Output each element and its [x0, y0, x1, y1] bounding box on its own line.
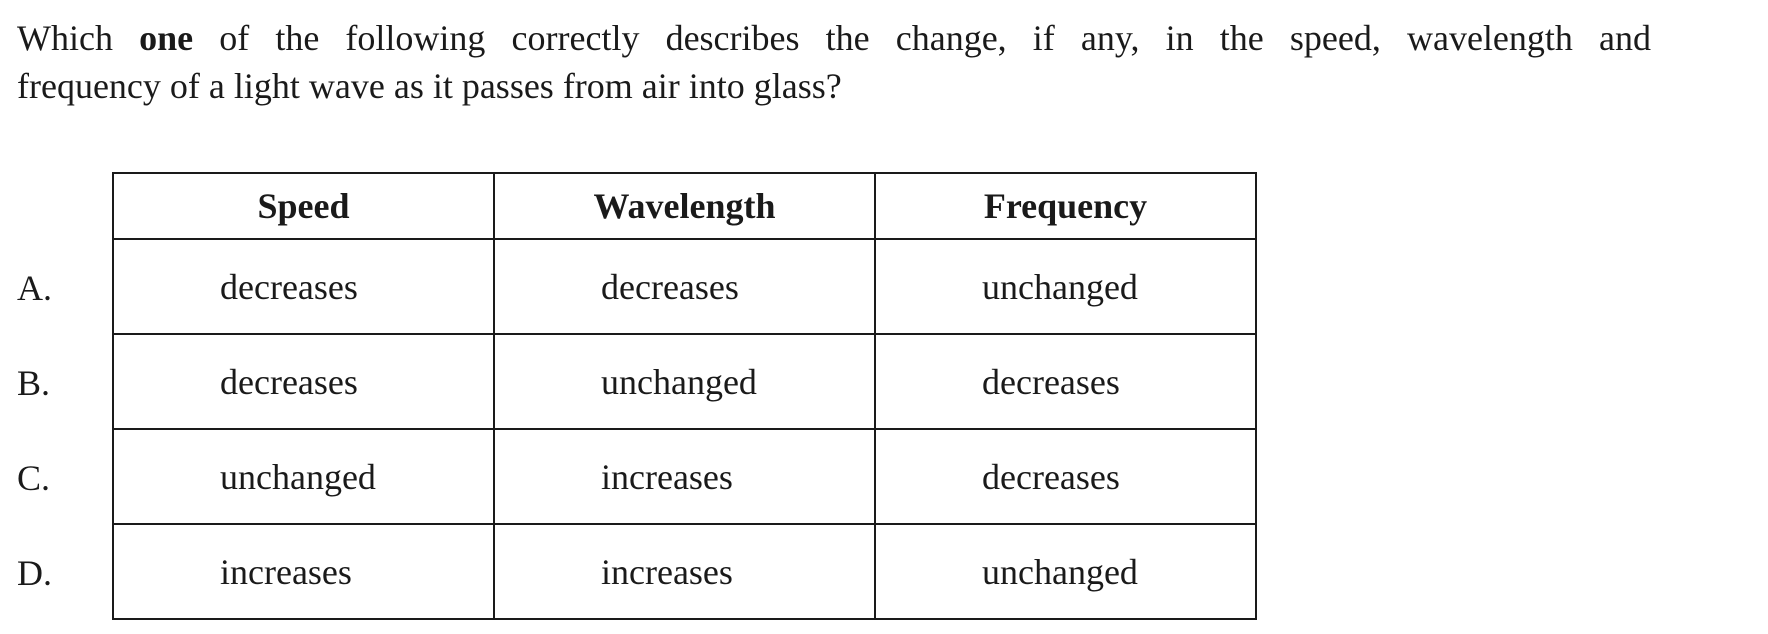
table-row-c[interactable]: unchanged increases decreases: [113, 429, 1256, 524]
cell-a-wavelength: decreases: [494, 239, 875, 334]
option-letter-a[interactable]: A.: [17, 268, 52, 308]
table-row-a[interactable]: decreases decreases unchanged: [113, 239, 1256, 334]
cell-a-speed: decreases: [113, 239, 494, 334]
cell-d-speed: increases: [113, 524, 494, 619]
cell-b-frequency: decreases: [875, 334, 1256, 429]
table-row-d[interactable]: increases increases unchanged: [113, 524, 1256, 619]
question-line-2: frequency of a light wave as it passes f…: [17, 62, 1697, 110]
header-frequency: Frequency: [875, 173, 1256, 239]
cell-c-frequency: decreases: [875, 429, 1256, 524]
option-letter-b[interactable]: B.: [17, 363, 50, 403]
question-emphasis: one: [139, 18, 193, 58]
cell-a-frequency: unchanged: [875, 239, 1256, 334]
cell-c-wavelength: increases: [494, 429, 875, 524]
options-table: Speed Wavelength Frequency decreases dec…: [112, 172, 1257, 620]
cell-b-speed: decreases: [113, 334, 494, 429]
cell-d-frequency: unchanged: [875, 524, 1256, 619]
option-letter-d[interactable]: D.: [17, 553, 52, 593]
question-line-1: Which one of the following correctly des…: [17, 14, 1651, 62]
question-suffix: of the following correctly describes the…: [193, 18, 1651, 58]
table-header-row: Speed Wavelength Frequency: [113, 173, 1256, 239]
header-wavelength: Wavelength: [494, 173, 875, 239]
cell-c-speed: unchanged: [113, 429, 494, 524]
cell-d-wavelength: increases: [494, 524, 875, 619]
cell-b-wavelength: unchanged: [494, 334, 875, 429]
header-speed: Speed: [113, 173, 494, 239]
option-letter-c[interactable]: C.: [17, 458, 50, 498]
question-prefix: Which: [17, 18, 139, 58]
question-text: Which one of the following correctly des…: [17, 14, 1697, 110]
table-row-b[interactable]: decreases unchanged decreases: [113, 334, 1256, 429]
